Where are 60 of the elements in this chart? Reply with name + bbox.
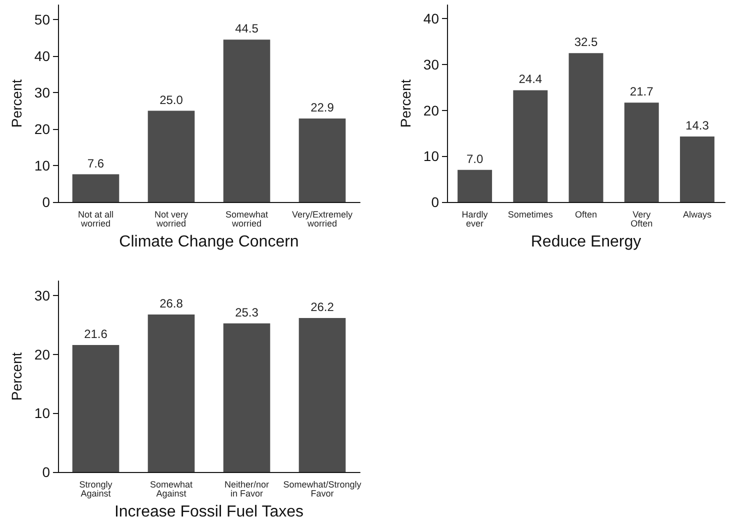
x-tick-label: Always — [682, 210, 712, 220]
data-label: 32.5 — [574, 35, 598, 50]
y-tick-label: 0 — [42, 464, 50, 480]
y-tick-label: 0 — [42, 194, 50, 210]
bar — [148, 314, 195, 472]
x-tick-label: Not at all worried — [78, 210, 114, 228]
x-tick-label: Hardly ever — [462, 210, 488, 228]
bar — [568, 53, 604, 202]
bar — [624, 102, 659, 202]
bar — [680, 136, 714, 202]
y-axis-title: Percent — [398, 79, 414, 128]
x-tick-label: Somewhat worried — [225, 210, 269, 228]
x-tick-label: Very/Extremely worried — [292, 210, 353, 228]
y-axis-title: Percent — [8, 352, 25, 401]
x-axis-title: Reduce Energy — [530, 234, 642, 250]
x-axis-title: Climate Change Concern — [119, 234, 299, 250]
x-tick-label: Sometimes — [508, 210, 554, 220]
x-tick-label: Somewhat Against — [150, 480, 194, 498]
data-label: 25.3 — [235, 305, 259, 320]
data-label: 21.7 — [630, 84, 654, 99]
y-tick-label: 30 — [34, 288, 50, 304]
data-label: 26.8 — [160, 296, 184, 310]
y-tick-label: 20 — [34, 346, 50, 362]
bar — [148, 110, 195, 202]
bar — [513, 90, 548, 202]
bar — [72, 345, 120, 472]
x-tick-label: Neither/nor in Favor — [224, 480, 270, 498]
bar — [298, 118, 346, 202]
x-tick-label: Not very worried — [154, 210, 188, 228]
data-label: 26.2 — [310, 300, 334, 314]
x-tick-label: Often — [574, 210, 598, 220]
data-label: 21.6 — [84, 327, 108, 342]
y-tick-label: 10 — [34, 405, 50, 422]
x-tick-label: Strongly Against — [79, 480, 113, 498]
y-tick-label: 10 — [423, 148, 440, 164]
y-tick-label: 30 — [423, 56, 440, 73]
bar — [458, 170, 492, 202]
y-tick-label: 40 — [423, 10, 440, 27]
y-tick-label: 20 — [423, 102, 440, 118]
y-axis-title: Percent — [8, 79, 25, 128]
y-tick-label: 0 — [431, 194, 440, 210]
x-tick-label: Very Often — [630, 210, 653, 228]
y-tick-label: 40 — [34, 48, 50, 64]
data-label: 44.5 — [235, 22, 259, 36]
bar — [72, 174, 120, 202]
data-label: 7.6 — [87, 156, 104, 170]
bar — [298, 318, 346, 472]
y-tick-label: 10 — [34, 158, 50, 174]
y-tick-label: 20 — [34, 121, 50, 138]
bar — [223, 40, 270, 202]
bar — [223, 323, 270, 472]
x-axis-title: Increase Fossil Fuel Taxes — [114, 504, 304, 520]
data-label: 14.3 — [686, 118, 710, 132]
data-label: 22.9 — [310, 100, 334, 114]
data-label: 7.0 — [466, 152, 484, 166]
data-label: 25.0 — [160, 92, 184, 107]
data-label: 24.4 — [518, 72, 542, 86]
x-tick-label: Somewhat/Strongly Favor — [283, 480, 362, 498]
y-tick-label: 30 — [34, 84, 50, 101]
y-tick-label: 50 — [34, 12, 50, 28]
